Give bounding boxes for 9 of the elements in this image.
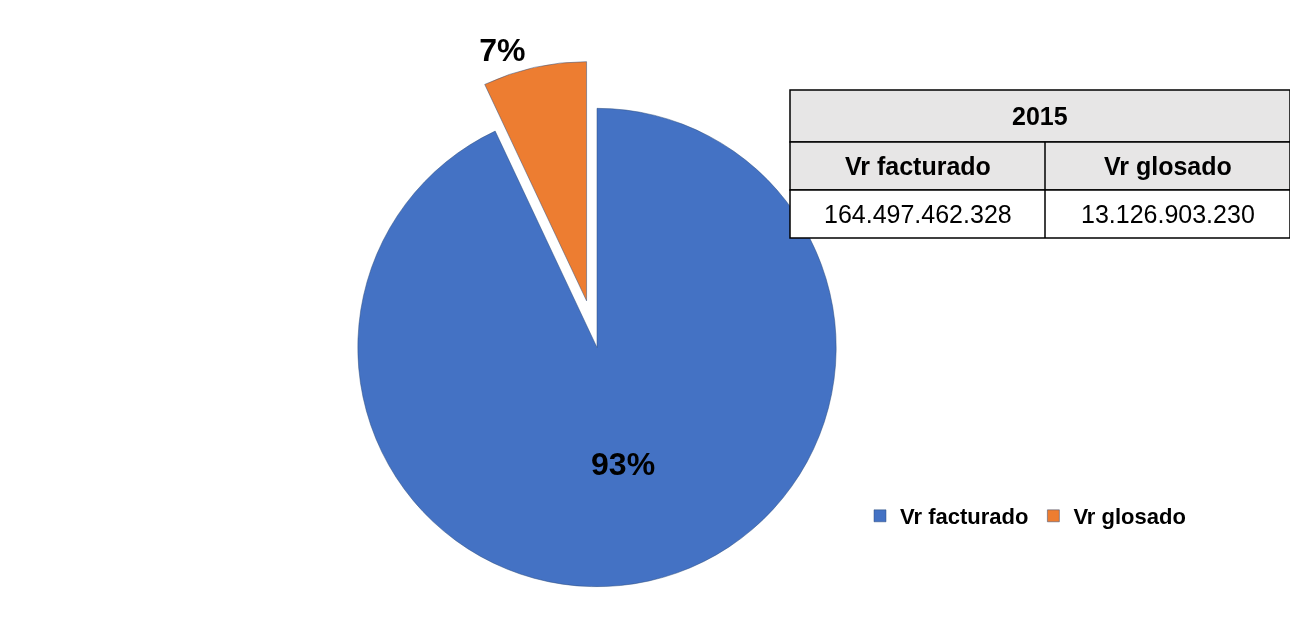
slice-label: Vr facturado — [845, 152, 991, 180]
data-label: 7% — [479, 32, 526, 69]
legend-label: Vr glosado — [1073, 504, 1186, 530]
category-label: Vr glosado — [1104, 152, 1232, 180]
text: 164.497.462.328 — [824, 200, 1012, 228]
text: 13.126.903.230 — [1081, 200, 1255, 228]
text: 2015 — [1012, 102, 1068, 130]
data-label: 93% — [591, 446, 656, 483]
legend-label: Vr facturado — [900, 504, 1029, 530]
